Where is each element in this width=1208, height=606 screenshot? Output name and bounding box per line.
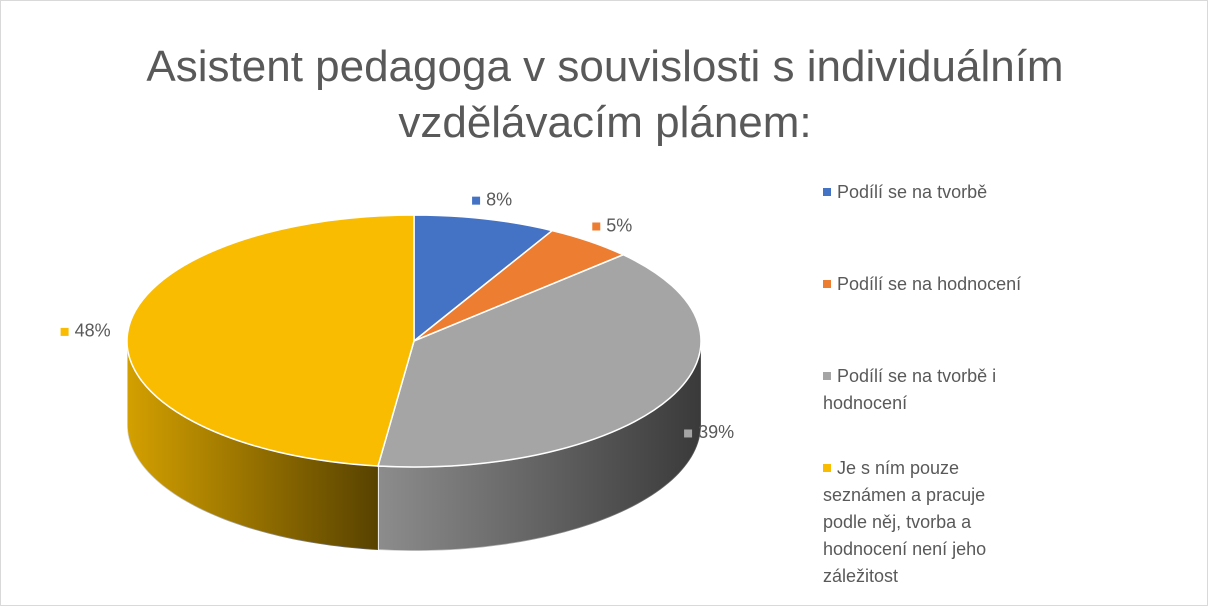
label-marker [472, 196, 481, 205]
legend-swatch [823, 188, 831, 196]
legend-item: Je s ním pouze seznámen a pracuje podle … [823, 455, 1023, 590]
legend-item: Podílí se na tvorbě i hodnocení [823, 363, 1023, 417]
pie-side-shade [378, 341, 701, 551]
data-label: 8% [486, 189, 512, 209]
pie-slice [126, 214, 415, 467]
legend-label: Podílí se na hodnocení [837, 274, 1022, 294]
data-label: 5% [606, 215, 632, 235]
data-label: 39% [698, 422, 734, 442]
label-marker [684, 429, 693, 438]
pie-slice [377, 253, 702, 468]
legend-item: Podílí se na hodnocení [823, 271, 1023, 298]
pie-slice [413, 214, 554, 343]
label-marker [592, 222, 601, 231]
chart-title: Asistent pedagoga v souvislosti s indivi… [146, 42, 1064, 147]
legend-swatch [823, 464, 831, 472]
legend-label: Podílí se na tvorbě i hodnocení [823, 366, 997, 413]
legend-label: Podílí se na tvorbě [837, 182, 988, 202]
data-label: 48% [75, 321, 111, 341]
label-marker [60, 327, 69, 336]
legend-item: Podílí se na tvorbě [823, 179, 1023, 206]
legend-swatch [823, 372, 831, 380]
legend-swatch [823, 280, 831, 288]
legend-label: Je s ním pouze seznámen a pracuje podle … [823, 458, 987, 586]
